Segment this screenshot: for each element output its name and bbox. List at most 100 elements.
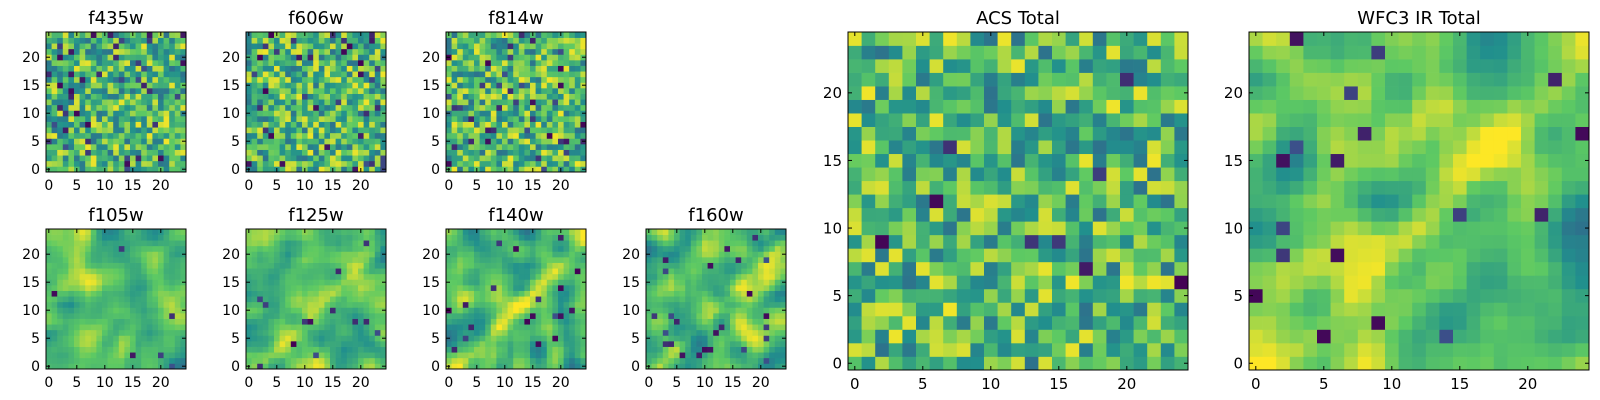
heatmap-cell — [363, 335, 370, 342]
heatmap-cell — [113, 48, 120, 55]
heatmap-cell — [679, 341, 686, 347]
heatmap-cell — [46, 234, 52, 241]
heatmap-cell — [180, 60, 187, 66]
heatmap-cell — [580, 346, 587, 353]
heatmap-cell — [563, 155, 570, 162]
heatmap-cell — [363, 262, 370, 269]
heatmap-cell — [451, 307, 458, 314]
heatmap-cell — [363, 155, 370, 162]
heatmap-cell — [46, 76, 52, 83]
heatmap-cell — [902, 315, 917, 330]
heatmap-cell — [279, 234, 286, 241]
heatmap-cell — [68, 240, 75, 247]
heatmap-cell — [702, 346, 708, 353]
heatmap-cell — [741, 307, 748, 314]
heatmap-cell — [713, 363, 720, 370]
heatmap-cell — [146, 43, 153, 50]
y-tick-label: 20 — [222, 50, 240, 66]
heatmap-cell — [741, 324, 748, 331]
heatmap-cell — [268, 251, 275, 258]
heatmap-cell — [746, 357, 753, 364]
heatmap-cell — [479, 262, 486, 269]
heatmap-cell — [530, 245, 536, 252]
heatmap-cell — [685, 257, 692, 263]
heatmap-cell — [96, 279, 103, 286]
heatmap-cell — [718, 279, 725, 286]
heatmap-cell — [285, 132, 292, 139]
heatmap-cell — [374, 357, 381, 364]
heatmap-cell — [724, 363, 731, 370]
heatmap-cell — [574, 318, 581, 325]
heatmap-cell — [735, 279, 742, 286]
heatmap-cell — [57, 245, 64, 252]
heatmap-cell — [479, 245, 486, 252]
heatmap-cell — [96, 262, 103, 269]
heatmap-cell — [558, 127, 564, 134]
heatmap-cell — [451, 301, 458, 308]
heatmap-cell — [180, 121, 187, 128]
heatmap-cell — [62, 341, 69, 347]
heatmap-cell — [956, 221, 971, 236]
heatmap-cell — [51, 296, 58, 303]
heatmap-cell — [135, 65, 142, 72]
heatmap-cell — [163, 110, 170, 117]
heatmap-cell — [518, 346, 525, 353]
heatmap-cell — [313, 93, 320, 100]
heatmap-cell — [707, 307, 714, 314]
heatmap-cell — [457, 104, 464, 111]
heatmap-cell — [102, 60, 108, 66]
heatmap-cell — [296, 346, 303, 353]
heatmap-cell — [51, 116, 58, 122]
heatmap-cell — [324, 329, 331, 336]
heatmap-cell — [146, 144, 153, 150]
heatmap-cell — [518, 121, 525, 128]
heatmap-cell — [302, 127, 308, 134]
heatmap-cell — [85, 279, 92, 286]
heatmap-cell — [541, 166, 548, 173]
heatmap-cell — [113, 251, 120, 258]
heatmap-cell — [113, 335, 120, 342]
heatmap-cell — [507, 37, 514, 44]
heatmap-cell — [541, 318, 548, 325]
heatmap-cell — [718, 240, 725, 247]
heatmap-cell — [574, 104, 581, 111]
heatmap-cell — [1120, 248, 1134, 263]
heatmap-cell — [563, 296, 570, 303]
heatmap-cell — [102, 290, 108, 297]
heatmap-cell — [546, 229, 553, 235]
heatmap-cell — [285, 76, 292, 83]
heatmap-cell — [558, 324, 564, 331]
heatmap-cell — [363, 32, 370, 38]
heatmap-cell — [774, 257, 781, 263]
heatmap-cell — [451, 60, 458, 66]
heatmap-cell — [485, 48, 492, 55]
heatmap-cell — [707, 268, 714, 275]
heatmap-cell — [318, 290, 325, 297]
heatmap-cell — [730, 234, 736, 241]
heatmap-cell — [724, 290, 731, 297]
heatmap-cell — [479, 324, 486, 331]
heatmap-cell — [79, 318, 86, 325]
heatmap-cell — [535, 93, 542, 100]
heatmap-cell — [651, 318, 658, 325]
heatmap-cell — [346, 166, 353, 173]
heatmap-cell — [848, 302, 862, 317]
heatmap-cell — [758, 268, 764, 275]
heatmap-cell — [468, 127, 475, 134]
heatmap-cell — [46, 121, 52, 128]
heatmap-cell — [552, 76, 559, 83]
heatmap-cell — [257, 307, 264, 314]
heatmap-cell — [462, 268, 469, 275]
heatmap-cell — [507, 43, 514, 50]
heatmap-cell — [535, 116, 542, 122]
heatmap-cell — [702, 357, 708, 364]
heatmap-cell — [451, 296, 458, 303]
heatmap-cell — [563, 257, 570, 263]
heatmap-cell — [462, 104, 469, 111]
heatmap-cell — [358, 352, 364, 359]
heatmap-cell — [507, 285, 514, 291]
heatmap-cell — [346, 346, 353, 353]
heatmap-cell — [141, 341, 148, 347]
heatmap-cell — [257, 357, 264, 364]
